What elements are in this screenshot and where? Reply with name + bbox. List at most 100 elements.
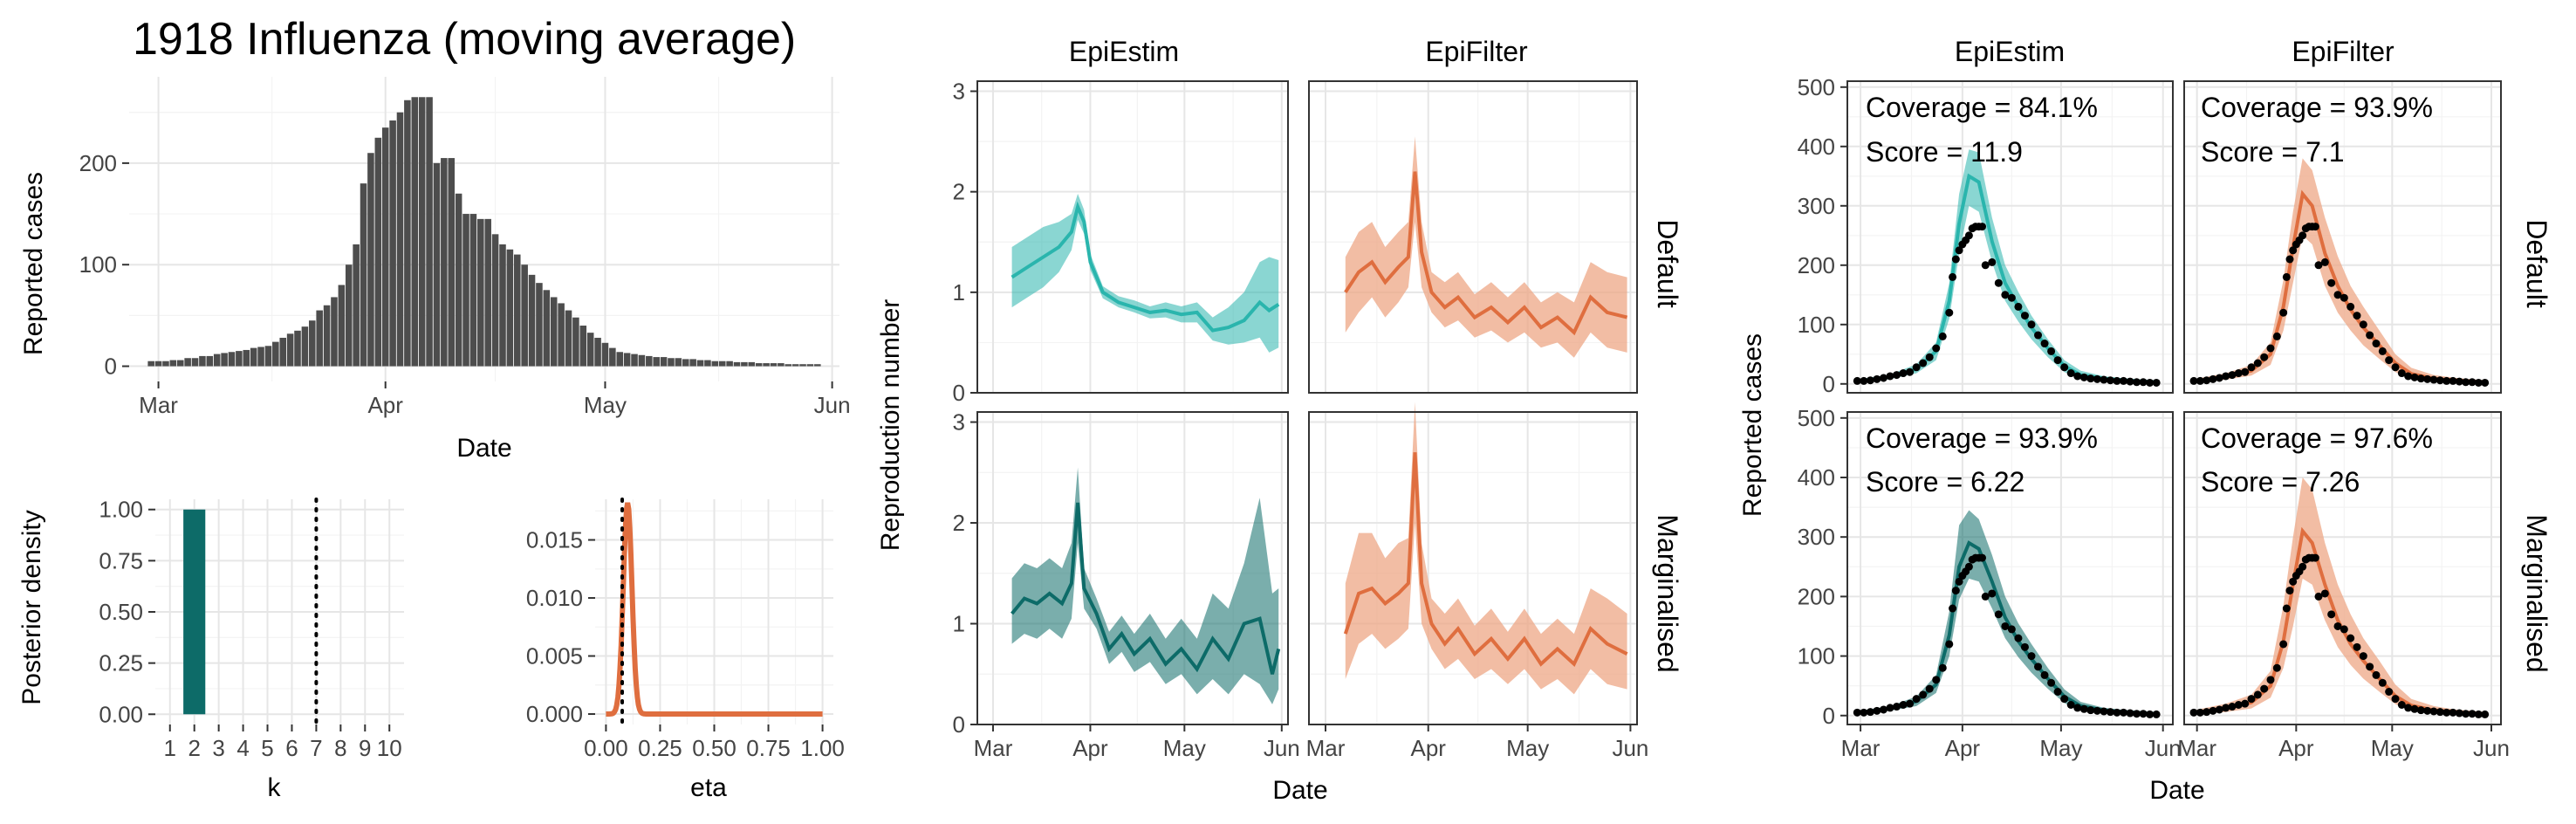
- pred-y-label: Reported cases: [1738, 333, 1767, 517]
- case-bar: [213, 354, 221, 367]
- pred-epiestim-marginalised-observed-point: [1945, 640, 1954, 649]
- k-xtick-label: 2: [188, 735, 200, 761]
- case-bar: [279, 337, 287, 367]
- case-bar: [272, 341, 279, 367]
- case-bar: [404, 100, 411, 367]
- pred-epifilter-default-observed-point: [2410, 373, 2419, 381]
- pred-epifilter-marginalised-observed-point: [2234, 700, 2243, 709]
- pred-strip-epiestim: EpiEstim: [1955, 36, 2065, 67]
- pred-epiestim-default-observed-point: [2047, 347, 2056, 355]
- r-epifilter-marginalised-xtick-label: Mar: [1306, 735, 1346, 761]
- r-y-label: Reproduction number: [876, 299, 905, 552]
- pred-epifilter-default-observed-point: [2253, 359, 2262, 367]
- pred-epiestim-default-ytick-label: 0: [1823, 371, 1835, 397]
- pred-epifilter-default-observed-point: [2327, 278, 2336, 287]
- pred-x-label: Date: [2149, 776, 2204, 805]
- pred-epiestim-default-observed-point: [2060, 363, 2069, 372]
- annot-epifilter-default-coverage: Coverage = 93.9%: [2201, 92, 2433, 123]
- case-bar: [221, 353, 228, 367]
- case-bar: [704, 360, 711, 367]
- pred-epiestim-marginalised-observed-point: [2060, 695, 2069, 704]
- case-bar: [309, 320, 316, 367]
- pred-epiestim-marginalised-observed-point: [1988, 589, 1997, 598]
- case-bar: [374, 137, 382, 367]
- case-bar: [411, 97, 419, 367]
- pred-epiestim-default-ytick-label: 200: [1798, 252, 1835, 278]
- pred-epiestim-default-observed-point: [2100, 375, 2108, 384]
- k-xtick-label: 5: [261, 735, 273, 761]
- case-bar: [462, 214, 469, 367]
- eta-xtick-label: 0.00: [584, 735, 628, 761]
- k-xtick-label: 7: [310, 735, 322, 761]
- pred-epifilter-default-observed-point: [2320, 258, 2329, 266]
- pred-epiestim-default-observed-point: [1866, 376, 1874, 385]
- pred-epifilter-default-observed-point: [2397, 369, 2406, 378]
- pred-epiestim-marginalised-observed-point: [2106, 708, 2114, 717]
- case-bar: [748, 361, 756, 367]
- eta-ytick-label: 0.000: [526, 701, 583, 727]
- case-bar: [550, 297, 558, 367]
- pred-epiestim-default-observed-point: [2152, 378, 2161, 387]
- pred-epiestim-default-observed-point: [1938, 332, 1947, 340]
- pred-epiestim-default-observed-point: [2086, 374, 2095, 383]
- pred-epifilter-marginalised-xtick-label: Jun: [2473, 735, 2510, 761]
- pred-epifilter-marginalised-observed-point: [2410, 704, 2419, 713]
- pred-epifilter-default-observed-point: [2436, 376, 2444, 385]
- pred-epiestim-default-observed-point: [1899, 369, 1908, 378]
- pred-epiestim-marginalised-background: [1847, 412, 2173, 724]
- r-epiestim-marginalised-xtick-label: May: [1163, 735, 1206, 761]
- case-bar: [623, 353, 631, 367]
- pred-epiestim-marginalised-observed-point: [1981, 592, 1990, 601]
- pred-epiestim-marginalised-observed-point: [1886, 704, 1894, 712]
- cases-ytick-label: 0: [105, 354, 117, 380]
- pred-epiestim-default-observed-point: [2027, 320, 2036, 329]
- case-bar: [755, 363, 763, 367]
- case-bar: [806, 364, 814, 367]
- pred-epifilter-marginalised-observed-point: [2346, 634, 2355, 642]
- pred-epifilter-default-observed-point: [2279, 308, 2288, 317]
- pred-epifilter-marginalised-background: [2184, 412, 2501, 724]
- pred-epifilter-marginalised-observed-point: [2289, 577, 2298, 586]
- pred-epiestim-marginalised-observed-point: [2119, 708, 2127, 717]
- pred-epifilter-default-observed-point: [2442, 376, 2451, 385]
- pred-epifilter-marginalised-observed-point: [2353, 642, 2361, 651]
- case-bar: [331, 297, 338, 367]
- pred-epifilter-default-observed-point: [2289, 246, 2298, 255]
- pred-epifilter-marginalised-observed-point: [2241, 699, 2250, 708]
- pred-epiestim-default-ytick-label: 400: [1798, 134, 1835, 160]
- pred-epifilter-marginalised-observed-point: [2196, 708, 2204, 717]
- case-bar: [491, 234, 499, 367]
- k-ytick-label: 0.75: [99, 547, 143, 573]
- pred-epiestim-default-observed-point: [1925, 353, 1934, 361]
- pred-epifilter-default-observed-point: [2372, 340, 2381, 348]
- pred-epifilter-marginalised-observed-point: [2423, 706, 2432, 715]
- pred-epifilter-marginalised-observed-point: [2299, 562, 2307, 571]
- pred-epifilter-marginalised-ribbon: [2196, 477, 2485, 716]
- pred-epifilter-default-observed-point: [2266, 344, 2275, 353]
- eta-ytick-label: 0.015: [526, 527, 583, 553]
- pred-epiestim-marginalised-observed-point: [2146, 710, 2155, 718]
- pred-epifilter-marginalised-observed-point: [2228, 703, 2237, 711]
- pred-epifilter-default-observed-point: [2333, 291, 2342, 299]
- pred-epiestim-marginalised-observed-point: [1949, 604, 1957, 613]
- pred-epifilter-default-observed-point: [2196, 376, 2204, 385]
- pred-epifilter-default-observed-point: [2260, 353, 2269, 361]
- pred-epifilter-default-observed-point: [2474, 378, 2483, 387]
- pred-epifilter-marginalised-observed-point: [2247, 695, 2256, 704]
- r-epifilter-default-mean-line: [1344, 171, 1628, 336]
- pred-epiestim-default-observed-point: [1893, 371, 1901, 380]
- cases-ytick-label: 100: [79, 251, 117, 278]
- pred-epifilter-marginalised-observed-point: [2266, 676, 2275, 684]
- pred-epiestim-marginalised-observed-point: [1873, 706, 1881, 715]
- pred-epiestim-default-ytick-label: 500: [1798, 74, 1835, 100]
- cases-ytick-label: 200: [79, 150, 117, 176]
- annot-epifilter-default-score: Score = 7.1: [2201, 136, 2345, 168]
- pred-epiestim-default-observed-point: [2126, 377, 2134, 386]
- cases-xtick-label: May: [584, 392, 627, 418]
- pred-epiestim-marginalised-observed-point: [1955, 577, 1963, 586]
- pred-epifilter-default-observed-point: [2299, 231, 2307, 240]
- r-epiestim-default-ytick-label: 0: [953, 380, 965, 406]
- case-bar: [236, 351, 243, 367]
- pred-epifilter-marginalised-observed-point: [2282, 604, 2291, 613]
